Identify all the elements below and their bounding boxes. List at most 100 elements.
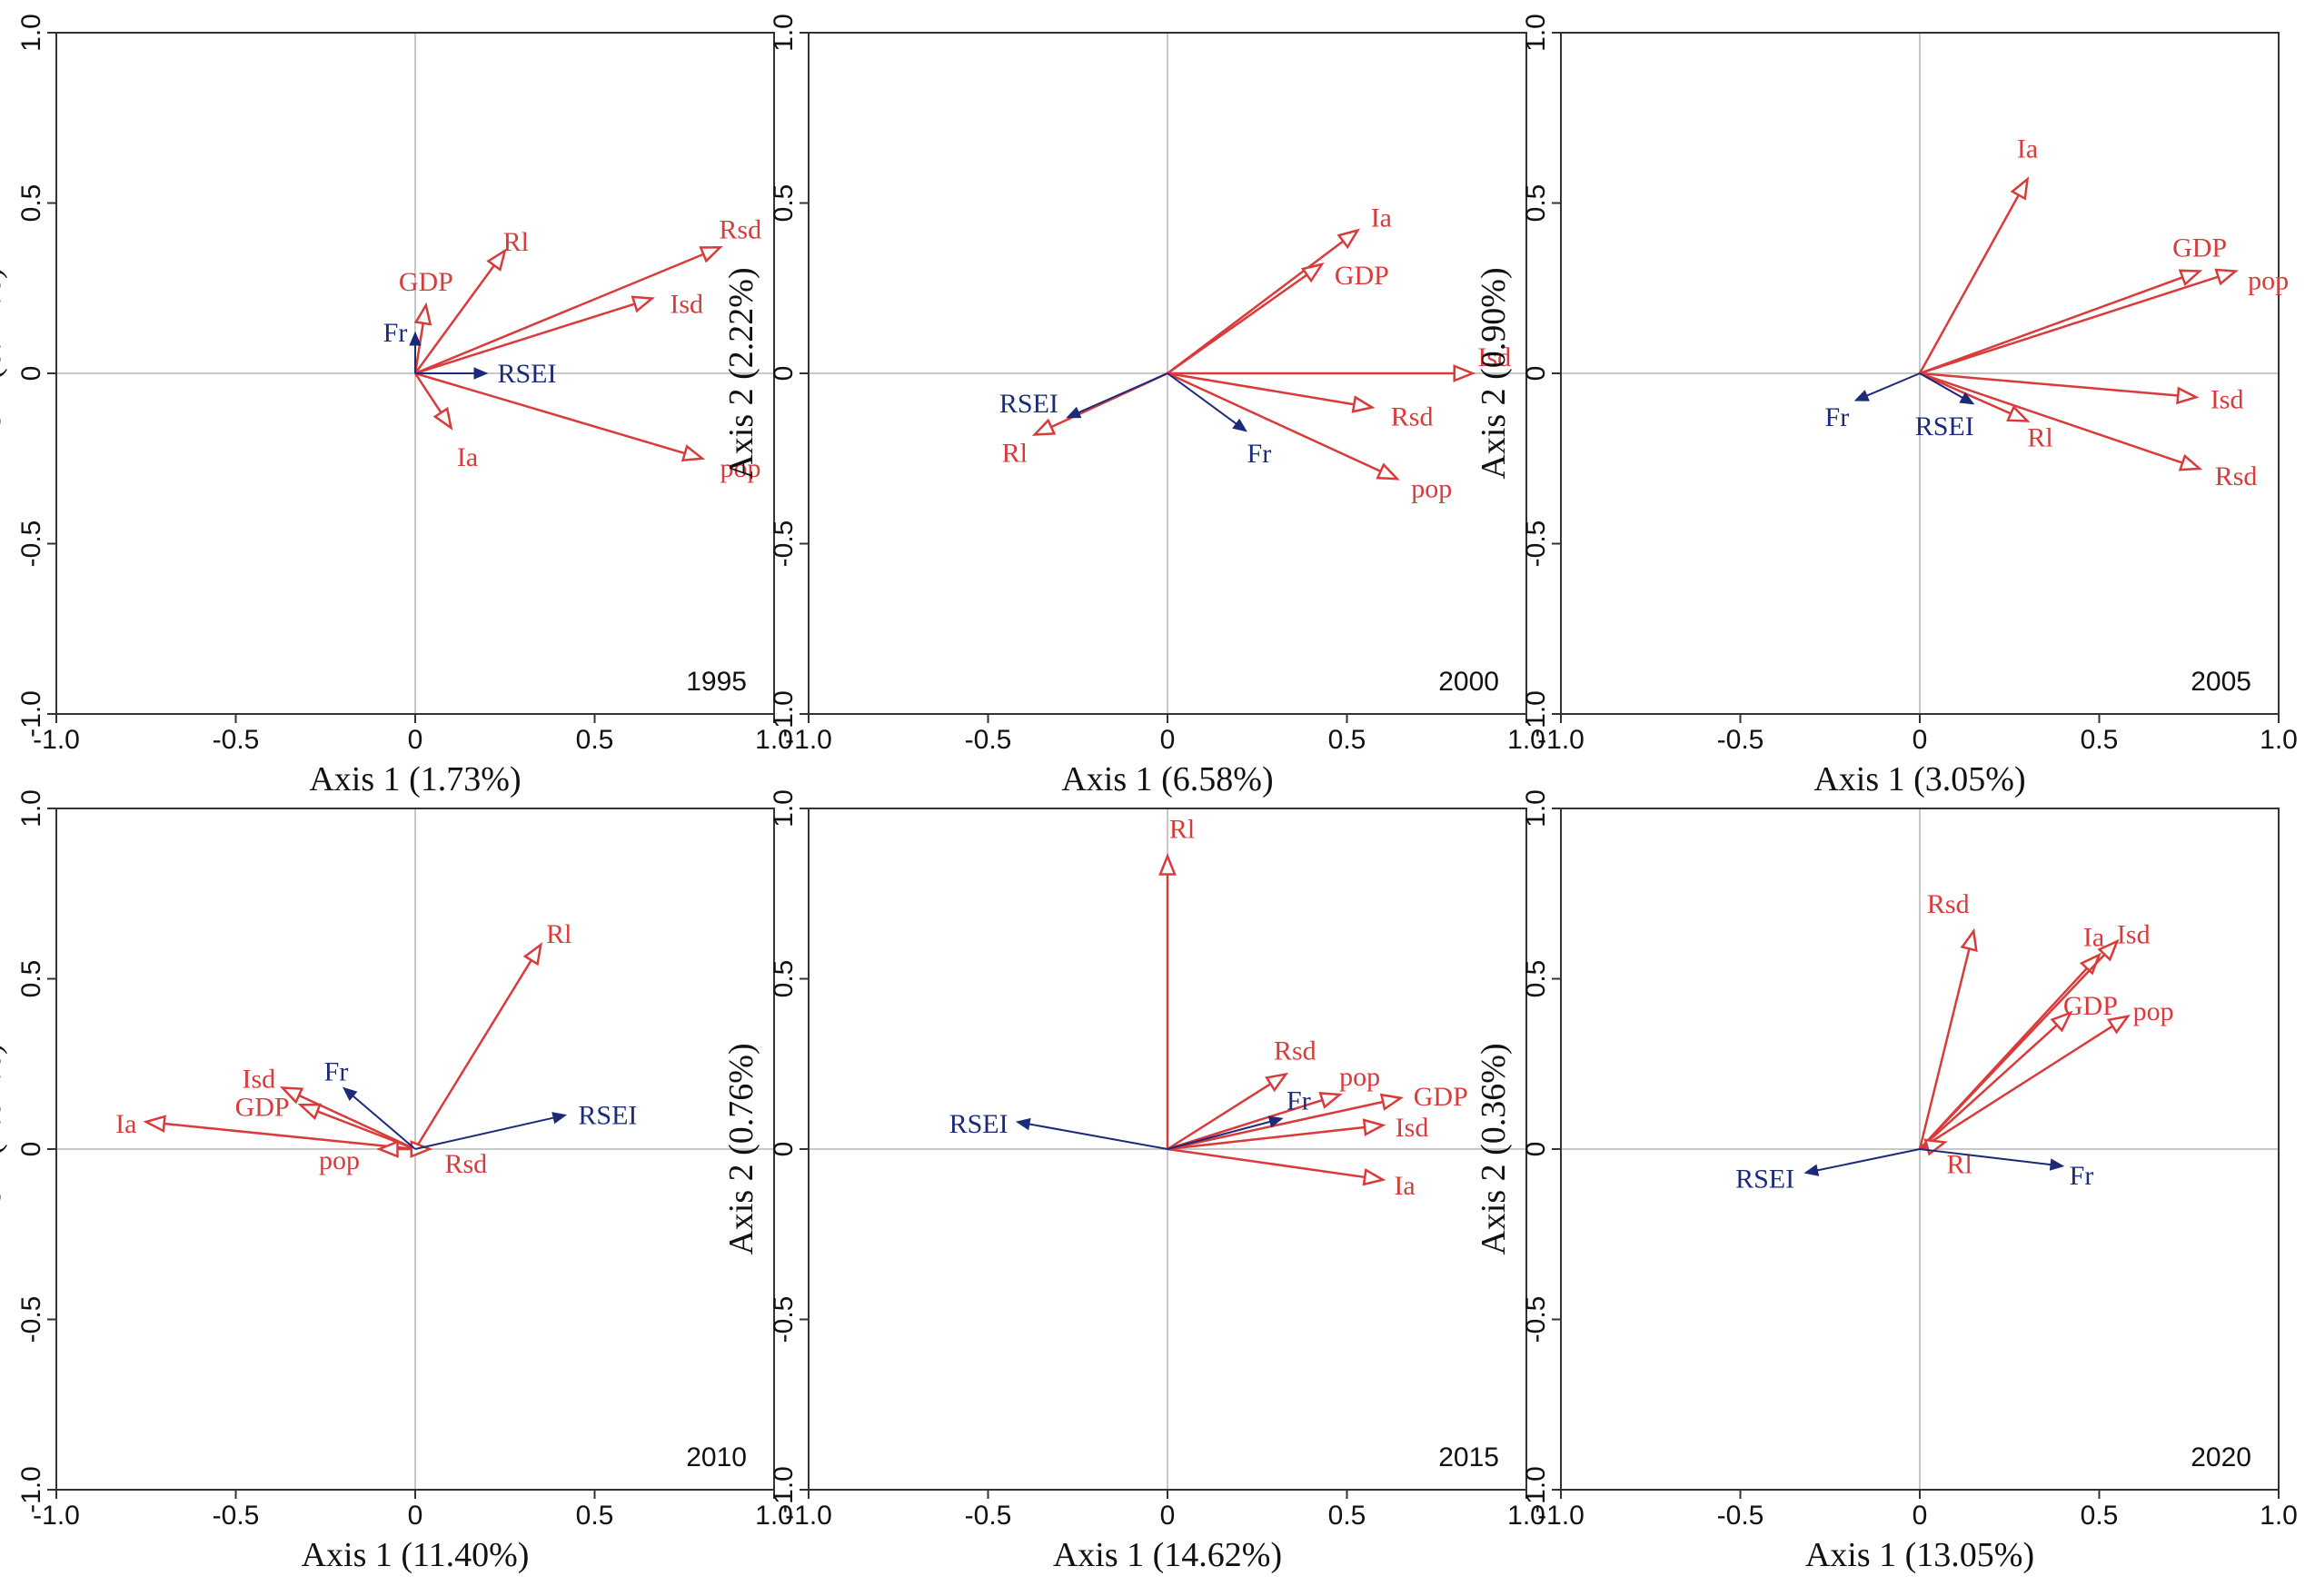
- vector-label-gdp: GDP: [235, 1092, 290, 1122]
- vector-rl: Rl: [413, 227, 529, 374]
- vector-rsei: RSEI: [1915, 372, 1975, 441]
- vector-label-rsei: RSEI: [1915, 411, 1974, 441]
- vector-rl: Rl: [1919, 1138, 1972, 1180]
- vector-arrowhead: [486, 248, 507, 272]
- x-tick-label: 1.0: [1507, 725, 1545, 755]
- vector-rsd: Rsd: [1918, 889, 1978, 1150]
- vector-isd: Isd: [1167, 1113, 1429, 1151]
- vector-rl: Rl: [413, 919, 571, 1150]
- vector-arrowhead: [432, 406, 453, 431]
- vector-arrowhead: [699, 245, 723, 263]
- vector-label-isd: Isd: [1396, 1113, 1429, 1143]
- vector-line: [1028, 1123, 1168, 1150]
- vector-line: [352, 1095, 416, 1150]
- x-tick-label: -0.5: [213, 725, 260, 755]
- y-tick-label: -1.0: [769, 1466, 799, 1513]
- vector-line: [1919, 372, 2183, 464]
- y-tick-label: 1.0: [769, 14, 799, 52]
- vector-isd: Isd: [414, 290, 703, 375]
- vector-line: [1167, 372, 1382, 473]
- y-tick-label: -1.0: [1521, 1466, 1551, 1513]
- vector-line: [316, 1110, 416, 1151]
- vector-line: [414, 1116, 554, 1150]
- vector-line: [1817, 1148, 1921, 1172]
- vector-line: [1167, 1120, 1271, 1150]
- vector-line: [1919, 275, 2219, 375]
- vector-label-rsei: RSEI: [497, 359, 556, 389]
- vector-line: [1919, 1148, 2052, 1166]
- vector-label-rsei: RSEI: [1735, 1164, 1794, 1194]
- vector-label-fr: Fr: [1287, 1085, 1311, 1115]
- y-axis-title: Axis 2 (0.36%): [1475, 1043, 1513, 1254]
- y-tick-label: -1.0: [16, 1466, 46, 1513]
- vector-label-pop: pop: [319, 1145, 360, 1175]
- y-axis-title: Axis 2 (2.22%): [722, 267, 760, 479]
- x-tick-label: 1.0: [2260, 725, 2298, 755]
- vector-arrowhead: [1265, 1072, 1289, 1093]
- y-tick-label: 0: [16, 366, 46, 382]
- y-tick-label: 0: [1521, 366, 1551, 382]
- vector-line: [1167, 1125, 1366, 1151]
- vector-label-ia: Ia: [2083, 922, 2104, 952]
- vector-gdp: GDP: [1167, 1082, 1468, 1151]
- vector-arrowhead: [297, 1103, 322, 1121]
- panel-year-label: 2005: [2191, 667, 2251, 697]
- y-tick-label: 1.0: [1521, 14, 1551, 52]
- vector-label-isd: Isd: [670, 290, 703, 320]
- vector-arrowhead: [551, 1112, 568, 1125]
- vector-line: [1167, 1100, 1384, 1151]
- y-tick-label: -0.5: [16, 520, 46, 568]
- vector-arrowhead: [1362, 1168, 1386, 1186]
- vector-arrowhead: [1376, 462, 1400, 481]
- vector-line: [1919, 276, 2183, 375]
- vector-fr: Fr: [324, 1057, 416, 1150]
- x-tick-label: -0.5: [965, 725, 1012, 755]
- panel-2000: -1.0-1.0 -0.5 -0.5 0 0 0.5 0.5 1.0 1.0 Axis 1 (6.…: [722, 14, 1545, 798]
- vector-line: [413, 264, 495, 374]
- vector-label-fr: Fr: [324, 1057, 349, 1087]
- x-tick-label: 0: [408, 725, 423, 755]
- vector-rsd: Rsd: [1919, 372, 2257, 491]
- vector-label-ia: Ia: [115, 1109, 136, 1139]
- vector-label-fr: Fr: [2070, 1161, 2094, 1191]
- y-tick-label: -0.5: [16, 1296, 46, 1343]
- vector-line: [1918, 948, 1971, 1150]
- vector-arrowhead: [2176, 386, 2200, 405]
- y-tick-label: 0.5: [769, 960, 799, 998]
- x-axis-title: Axis 1 (14.62%): [1053, 1536, 1282, 1574]
- x-tick-label: -0.5: [213, 1501, 260, 1531]
- vector-line: [1167, 372, 1237, 425]
- vector-arrowhead: [1853, 390, 1870, 401]
- vector-label-isd: Isd: [1477, 342, 1511, 372]
- y-tick-label: 1.0: [1521, 789, 1551, 828]
- vector-rsd: Rsd: [410, 1140, 487, 1179]
- vector-arrowhead: [409, 331, 422, 346]
- vector-line: [413, 322, 424, 374]
- vector-pop: pop: [414, 372, 761, 483]
- vector-rsd: Rsd: [1167, 1036, 1316, 1151]
- vector-label-rl: Rl: [2027, 423, 2052, 453]
- panel-year-label: 2010: [686, 1442, 747, 1472]
- y-tick-label: 0: [769, 1142, 799, 1157]
- y-tick-label: 0.5: [16, 184, 46, 223]
- vector-arrowhead: [1267, 1115, 1284, 1128]
- panel-2005: -1.0-1.0 -0.5 -0.5 0 0 0.5 0.5 1.0 1.0 Axis 1 (3.…: [1475, 14, 2298, 798]
- vector-arrowhead: [1015, 1117, 1031, 1131]
- y-tick-label: 0.5: [769, 184, 799, 223]
- x-tick-label: 1.0: [755, 1501, 793, 1531]
- vector-arrowhead: [1318, 1092, 1343, 1109]
- vector-label-pop: pop: [1411, 473, 1452, 503]
- x-axis-title: Axis 1 (6.58%): [1061, 760, 1273, 798]
- vector-label-pop: pop: [2248, 266, 2289, 296]
- vector-rl: Rl: [1002, 372, 1168, 469]
- vector-label-ia: Ia: [457, 442, 478, 472]
- x-tick-label: -1.0: [785, 1501, 832, 1531]
- vector-arrowhead: [473, 367, 489, 380]
- vector-line: [164, 1122, 416, 1151]
- vector-arrowhead: [1959, 392, 1975, 405]
- vector-label-isd: Isd: [2211, 384, 2244, 414]
- x-tick-label: 0: [1160, 725, 1176, 755]
- y-tick-label: -1.0: [1521, 690, 1551, 738]
- vector-arrowhead: [1300, 263, 1325, 283]
- x-tick-label: 1.0: [1507, 1501, 1545, 1531]
